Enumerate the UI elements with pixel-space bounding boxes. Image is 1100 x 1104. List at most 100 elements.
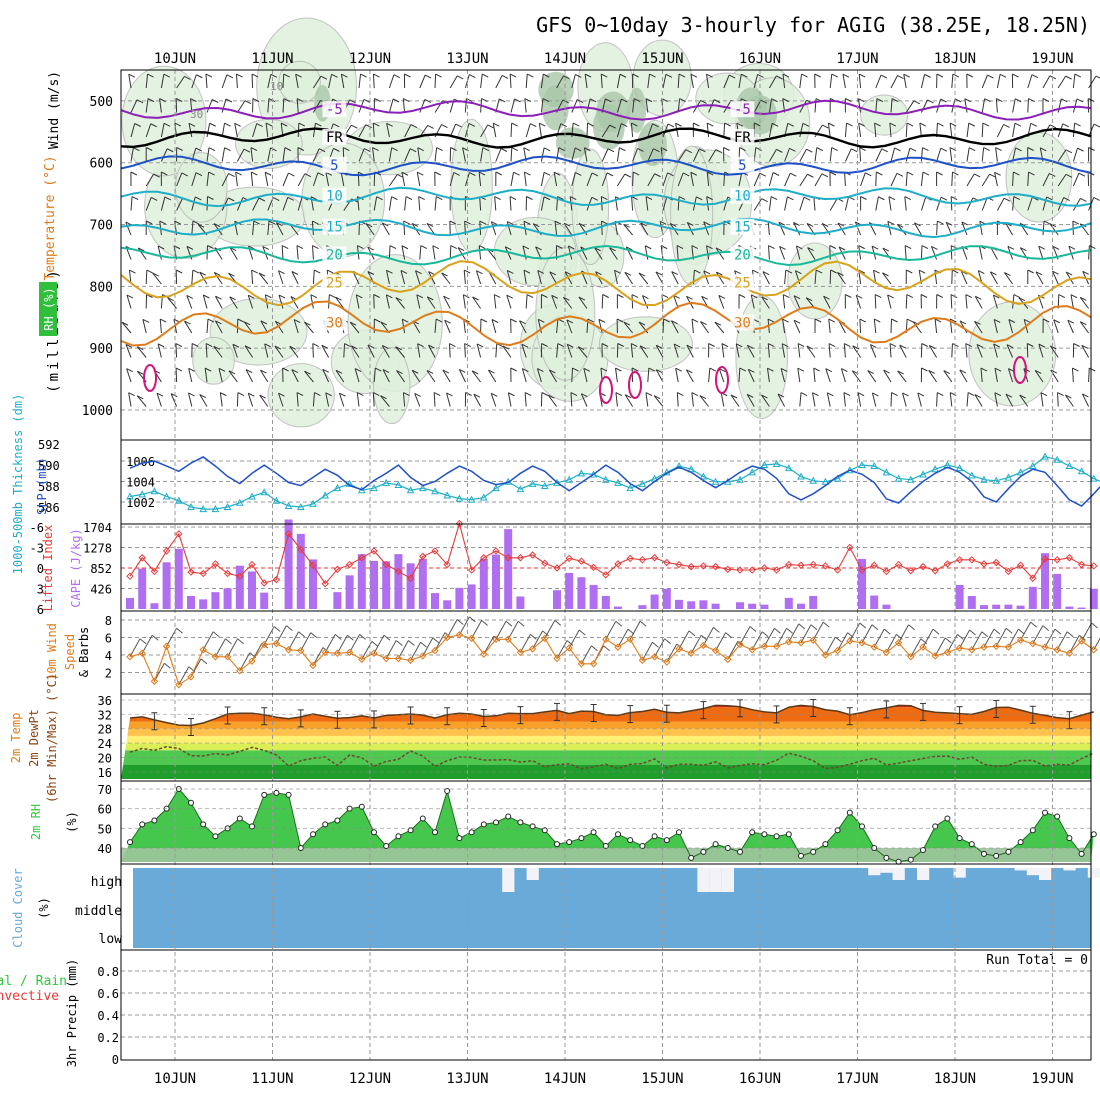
wind-barb-flag bbox=[510, 74, 516, 77]
cape-bar bbox=[590, 585, 598, 609]
wind-barb bbox=[950, 148, 952, 162]
cape-bar bbox=[638, 605, 646, 609]
wind-barb bbox=[630, 621, 640, 639]
wind-barb bbox=[508, 393, 511, 407]
wind-barb-flag bbox=[466, 393, 472, 396]
wind-barb-flag bbox=[907, 319, 913, 322]
wind-barb bbox=[921, 148, 922, 162]
wind-barb bbox=[982, 75, 987, 88]
wind-barb-flag bbox=[252, 270, 258, 273]
wind-barb-flag bbox=[937, 295, 943, 298]
wind-barb bbox=[960, 630, 970, 648]
wind-barb bbox=[206, 74, 207, 88]
rh-shade bbox=[1006, 132, 1072, 222]
wind-barb-flag bbox=[844, 393, 850, 396]
wind-barb bbox=[966, 295, 967, 309]
wind-barb bbox=[463, 295, 465, 309]
wind-barb-flag bbox=[829, 344, 835, 347]
wind-barb-flag bbox=[479, 246, 485, 249]
rh-point bbox=[762, 832, 767, 837]
wind-barb-flag bbox=[922, 148, 928, 151]
wind-barb-flag bbox=[140, 639, 146, 644]
cape-bar bbox=[699, 600, 707, 609]
precip-tick-label: 0.2 bbox=[97, 1031, 119, 1045]
rh-point bbox=[664, 838, 669, 843]
wind-barb bbox=[860, 148, 861, 162]
wind-barb-flag bbox=[616, 393, 622, 396]
wind-barb bbox=[192, 270, 193, 284]
cape-bar bbox=[1053, 574, 1061, 609]
wind-barb bbox=[937, 197, 941, 210]
wind-barb-flag bbox=[527, 74, 533, 77]
chart-title: GFS 0~10day 3-hourly for AGIG (38.25E, 1… bbox=[536, 13, 1090, 37]
wind-barb-flag bbox=[1067, 632, 1073, 637]
wind-barb-flag bbox=[390, 246, 396, 249]
rh-tick-label: 70 bbox=[98, 783, 112, 797]
wind-barb-flag bbox=[957, 634, 963, 639]
wind-barb-flag bbox=[907, 172, 913, 175]
wind-barb bbox=[533, 631, 543, 649]
rh-point bbox=[433, 830, 438, 835]
wind-barb bbox=[827, 393, 830, 407]
cape-bar bbox=[602, 596, 610, 609]
wind-barb bbox=[906, 148, 910, 161]
wind-barb bbox=[645, 246, 648, 260]
wind-barb bbox=[874, 319, 876, 333]
wind-barb bbox=[952, 344, 953, 358]
wind-barb-flag bbox=[225, 639, 231, 644]
wind-barb bbox=[982, 148, 983, 162]
cloud-high-gap bbox=[1063, 868, 1075, 870]
cloud-high-gap bbox=[1088, 868, 1100, 878]
wind-barb-flag bbox=[329, 295, 335, 298]
wind-barb bbox=[1082, 623, 1092, 641]
wind-barb bbox=[937, 393, 938, 407]
wind-barb-flag bbox=[874, 319, 880, 322]
wind-barb bbox=[496, 344, 497, 358]
rh-point bbox=[823, 842, 828, 847]
wind-barb bbox=[783, 295, 784, 309]
wind-barb-flag bbox=[394, 75, 400, 78]
wind-barb-flag bbox=[544, 148, 550, 151]
cape-bar bbox=[1029, 587, 1037, 609]
isotherm-label: 30 bbox=[326, 315, 343, 331]
cape-bar bbox=[492, 555, 500, 609]
wind-barb bbox=[906, 295, 907, 309]
wind-barb-flag bbox=[994, 629, 1000, 634]
rh-point bbox=[616, 832, 621, 837]
wind-barb-flag bbox=[923, 172, 929, 175]
isotherm-label: 30 bbox=[734, 315, 751, 331]
wind-barb-flag bbox=[1089, 246, 1095, 249]
wind-barb-flag bbox=[544, 172, 550, 175]
wind-barb bbox=[207, 197, 208, 211]
cape-tick-label: 1704 bbox=[83, 521, 112, 535]
rh-point bbox=[420, 816, 425, 821]
rh-point bbox=[774, 834, 779, 839]
rh-tick-label: 40 bbox=[98, 842, 112, 856]
panel-frame bbox=[121, 950, 1091, 1060]
wind-barb-flag bbox=[1063, 124, 1069, 127]
cloud-high-gap bbox=[1039, 868, 1051, 880]
day-label-bottom: 17JUN bbox=[836, 1071, 878, 1087]
wind-barb-flag bbox=[511, 368, 517, 371]
wind-barb bbox=[602, 149, 608, 162]
wind-barb bbox=[359, 74, 361, 88]
rh-point bbox=[213, 834, 218, 839]
rh-point bbox=[994, 853, 999, 858]
rh-point bbox=[1091, 832, 1096, 837]
wind-barb-flag bbox=[132, 197, 138, 200]
wind-barb bbox=[862, 625, 872, 643]
rh-point bbox=[494, 820, 499, 825]
wind-barb bbox=[874, 629, 884, 647]
wind-barb bbox=[813, 393, 815, 407]
wind-barb-flag bbox=[933, 629, 939, 634]
wind-barb-flag bbox=[804, 197, 810, 200]
wind-barb bbox=[313, 246, 314, 260]
wind-barb-flag bbox=[875, 295, 881, 298]
wind-barb-flag bbox=[607, 173, 613, 176]
rh-point bbox=[811, 849, 816, 854]
wind-barb bbox=[1033, 626, 1043, 644]
wind-barb-flag bbox=[229, 174, 235, 177]
rh-tick-label: 50 bbox=[98, 822, 112, 836]
day-label-top: 18JUN bbox=[934, 51, 976, 67]
wind-barb bbox=[937, 148, 941, 161]
